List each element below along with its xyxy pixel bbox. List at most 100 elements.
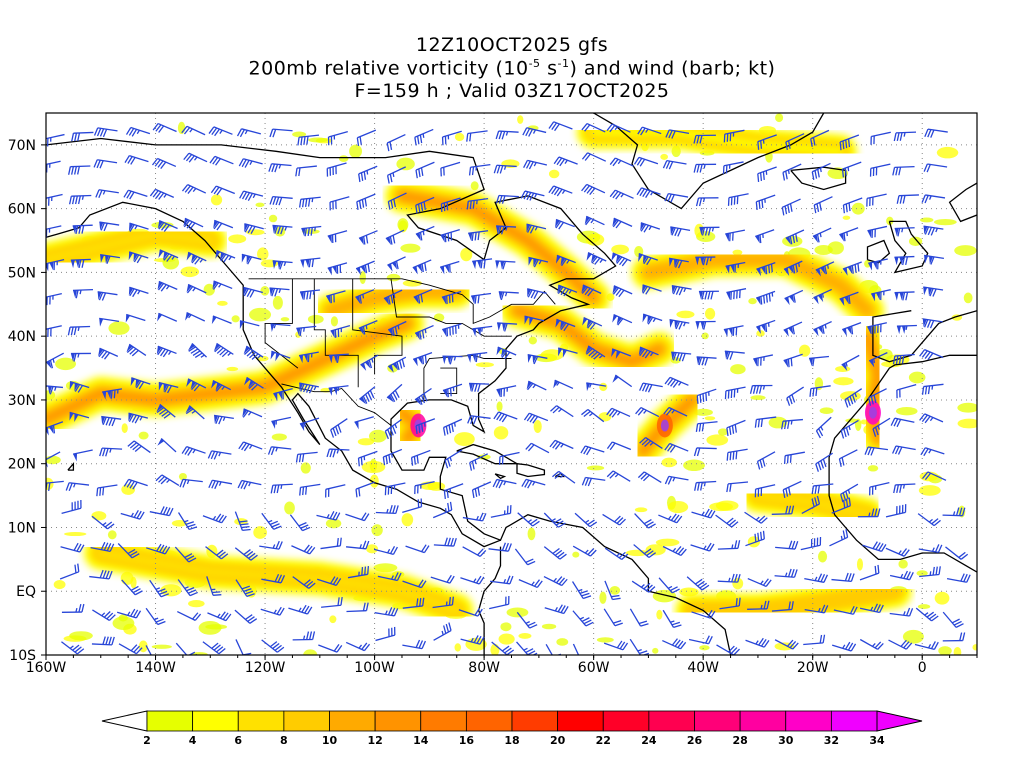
- wind-barb: [326, 290, 346, 304]
- colorbar-swatch: [602, 710, 650, 732]
- wind-barb: [442, 418, 463, 436]
- wind-barb: [179, 478, 203, 488]
- wind-barb: [243, 376, 264, 391]
- wind-barb: [695, 197, 719, 207]
- wind-barb: [185, 311, 206, 322]
- wind-barb: [658, 577, 680, 594]
- wind-barb: [859, 603, 884, 614]
- wind-barb: [631, 580, 656, 593]
- wind-barb: [174, 546, 197, 563]
- wind-barb: [842, 322, 862, 337]
- wind-barb: [785, 229, 805, 245]
- wind-barb: [745, 530, 765, 547]
- wind-barb: [158, 249, 179, 262]
- colorbar-under-arrow: [101, 710, 148, 732]
- vorticity-speckle: [599, 591, 607, 604]
- wind-barb: [722, 161, 744, 175]
- vorticity-speckle: [699, 645, 710, 651]
- wind-barb: [441, 130, 462, 146]
- political-border: [281, 383, 392, 426]
- wind-barb: [152, 122, 177, 133]
- wind-barb: [128, 286, 149, 298]
- wind-barb: [186, 251, 207, 265]
- vorticity-speckle: [373, 563, 398, 573]
- wind-barb: [582, 316, 603, 330]
- wind-barb: [662, 545, 687, 557]
- wind-barb: [775, 540, 799, 550]
- wind-barb: [358, 230, 378, 245]
- lon-tick-label: 140W: [135, 660, 176, 676]
- wind-barb: [889, 570, 914, 581]
- wind-barb: [641, 284, 662, 295]
- lon-tick-label: 160W: [26, 660, 67, 676]
- wind-barb: [442, 323, 462, 337]
- vorticity-speckle: [454, 132, 465, 142]
- wind-barb: [72, 449, 93, 462]
- wind-barb: [612, 374, 633, 388]
- wind-barb: [919, 349, 944, 361]
- wind-barb: [387, 256, 406, 272]
- vorticity-speckle: [856, 558, 864, 571]
- vorticity-speckle: [730, 364, 746, 375]
- wind-barb: [558, 347, 578, 358]
- wind-barb: [100, 254, 121, 264]
- wind-barb: [831, 572, 855, 582]
- wind-barb: [572, 545, 597, 557]
- vorticity-speckle: [933, 218, 957, 226]
- wind-barb: [633, 544, 656, 559]
- wind-barb: [867, 225, 888, 239]
- wind-barb: [239, 190, 264, 201]
- lat-tick-label: 50N: [8, 265, 36, 281]
- wind-barb: [869, 163, 891, 177]
- wind-barb: [355, 289, 375, 304]
- wind-barb: [771, 505, 795, 515]
- wind-barb: [387, 356, 407, 373]
- wind-barb: [495, 260, 516, 270]
- wind-barb: [269, 128, 293, 138]
- wind-barb: [581, 476, 606, 487]
- wind-barb: [269, 287, 290, 297]
- wind-barb: [774, 568, 798, 578]
- wind-barb: [386, 383, 403, 403]
- wind-barb: [514, 548, 536, 566]
- wind-barb: [99, 221, 120, 232]
- wind-barb: [124, 154, 149, 165]
- wind-barb: [268, 163, 292, 173]
- wind-barb: [126, 343, 147, 357]
- wind-barb: [71, 131, 94, 142]
- wind-barb: [664, 442, 689, 453]
- wind-barb: [496, 385, 517, 398]
- wind-barb: [527, 288, 547, 299]
- coastline-segment: [67, 461, 75, 471]
- wind-barb: [813, 288, 832, 305]
- wind-barb: [467, 351, 488, 363]
- vorticity-speckle: [226, 366, 239, 372]
- wind-barb: [355, 481, 375, 498]
- wind-barb: [185, 405, 205, 420]
- wind-barb: [149, 188, 175, 200]
- vorticity-speckle: [818, 550, 828, 563]
- wind-barb: [96, 484, 118, 497]
- wind-barb: [355, 260, 375, 276]
- wind-barb: [151, 157, 177, 169]
- wind-barb: [552, 470, 576, 484]
- wind-barb: [383, 289, 403, 305]
- wind-barb: [716, 644, 741, 655]
- vorticity-speckle: [634, 507, 648, 513]
- wind-barb: [524, 315, 545, 326]
- wind-barb: [101, 415, 122, 427]
- wind-barb: [97, 291, 118, 301]
- vorticity-speckle: [498, 633, 515, 645]
- wind-barb: [186, 283, 207, 294]
- wind-barb: [543, 575, 568, 587]
- wind-barb: [89, 569, 113, 580]
- vorticity-speckle: [231, 315, 240, 323]
- vorticity-speckle: [748, 298, 757, 305]
- vorticity-speckle: [683, 459, 705, 472]
- vorticity-speckle: [660, 153, 669, 160]
- wind-barb: [467, 415, 491, 425]
- wind-barb: [726, 419, 746, 437]
- wind-barb: [831, 497, 851, 514]
- wind-barb: [815, 416, 832, 439]
- wind-barb: [637, 471, 662, 483]
